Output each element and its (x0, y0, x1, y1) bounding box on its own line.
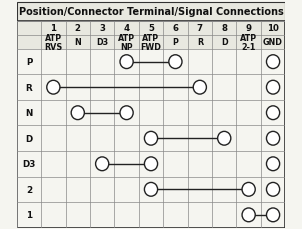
Text: R: R (197, 38, 203, 47)
Circle shape (193, 81, 206, 95)
Circle shape (266, 106, 280, 120)
Bar (17, 50, 285, 228)
Text: P: P (172, 38, 178, 47)
Text: 3: 3 (99, 24, 105, 33)
Circle shape (120, 106, 133, 120)
Circle shape (266, 208, 280, 222)
Text: 2: 2 (75, 24, 81, 33)
Circle shape (144, 157, 158, 171)
Text: N: N (25, 109, 33, 118)
Text: 4: 4 (124, 24, 130, 33)
Text: ATP
RVS: ATP RVS (44, 33, 63, 52)
Text: 1: 1 (50, 24, 56, 33)
Text: 10: 10 (267, 24, 279, 33)
Circle shape (96, 157, 109, 171)
Circle shape (266, 183, 280, 196)
Text: Position/Connector Terminal/Signal Connections: Position/Connector Terminal/Signal Conne… (19, 7, 283, 17)
Text: ATP
NP: ATP NP (118, 33, 135, 52)
Circle shape (120, 55, 133, 69)
Text: R: R (26, 83, 32, 92)
Circle shape (266, 81, 280, 95)
Text: P: P (26, 58, 32, 67)
Text: 1: 1 (26, 210, 32, 219)
Text: ATP
2-1: ATP 2-1 (240, 33, 257, 52)
Text: 9: 9 (246, 24, 252, 33)
Text: 2: 2 (26, 185, 32, 194)
Text: D: D (25, 134, 33, 143)
Text: D: D (221, 38, 227, 47)
Circle shape (242, 208, 255, 222)
Circle shape (144, 183, 158, 196)
Circle shape (47, 81, 60, 95)
Circle shape (169, 55, 182, 69)
Circle shape (218, 132, 231, 145)
Circle shape (144, 132, 158, 145)
Text: D3: D3 (96, 38, 108, 47)
Text: N: N (74, 38, 81, 47)
Text: ATP
FWD: ATP FWD (140, 33, 162, 52)
Circle shape (266, 132, 280, 145)
Bar (17, 22, 285, 50)
Text: 7: 7 (197, 24, 203, 33)
Bar (17, 3, 285, 22)
Text: D3: D3 (22, 160, 36, 169)
Text: 5: 5 (148, 24, 154, 33)
Text: 6: 6 (172, 24, 178, 33)
Circle shape (266, 55, 280, 69)
Circle shape (242, 183, 255, 196)
Circle shape (71, 106, 84, 120)
Text: 8: 8 (221, 24, 227, 33)
Circle shape (266, 157, 280, 171)
Text: GND: GND (263, 38, 283, 47)
